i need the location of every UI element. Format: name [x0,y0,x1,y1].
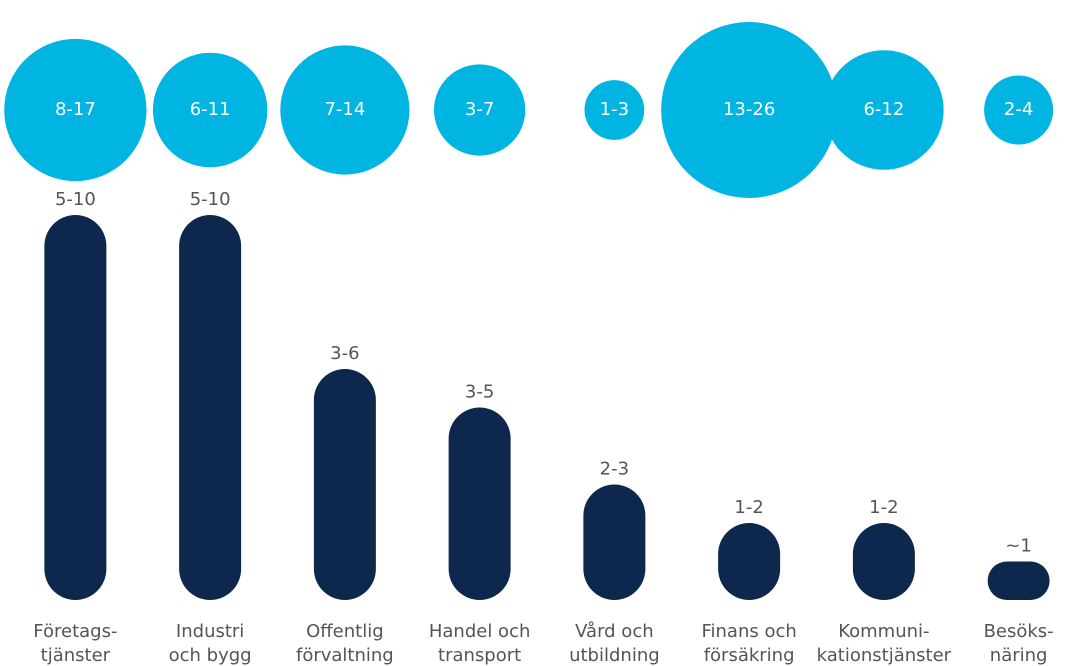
bubble-label: 13-26 [723,99,775,120]
bar [44,215,107,600]
bubble-label: 3-7 [465,99,494,120]
bar-label: 5-10 [55,189,96,210]
bubble-label: 6-11 [190,99,231,120]
category-label: Finans och [701,621,796,642]
bubble [433,64,526,156]
category-label: Besöks- [984,621,1054,642]
bubble [280,45,410,175]
bubble [984,75,1054,145]
bubble [152,52,268,168]
category-label: Företags- [33,621,117,642]
bar [987,561,1050,600]
bar-label: 2-3 [600,459,629,480]
category-label: försäkring [704,645,795,666]
category-label: näring [990,645,1048,666]
bar [313,369,376,600]
bubble [824,50,944,170]
category-label: och bygg [169,645,252,666]
category-label: Handel och [429,621,531,642]
bar-label: 1-2 [734,497,763,518]
bubble-label: 2-4 [1004,99,1033,120]
bubble-label: 1-3 [600,99,629,120]
bar [583,484,646,600]
bar-label: 5-10 [190,189,231,210]
bubble [661,22,838,198]
category-label: Kommuni- [838,621,929,642]
category-label: kationstjänster [817,645,952,666]
bar-label: 1-2 [869,497,898,518]
bar [718,523,781,600]
category-label: transport [438,645,521,666]
bar-label: ~1 [1005,536,1032,557]
bubble-label: 8-17 [55,99,96,120]
category-label: förvaltning [296,645,394,666]
bubble [4,38,147,182]
bubble [584,80,645,140]
bar [448,407,511,600]
bubble-label: 7-14 [324,99,365,120]
category-label: Industri [176,621,244,642]
bar [852,523,915,600]
category-label: Vård och [575,621,654,642]
bar-label: 3-6 [330,343,359,364]
category-label: utbildning [569,645,660,666]
bar [179,215,242,600]
bubble-label: 6-12 [863,99,904,120]
category-label: tjänster [41,645,111,666]
category-label: Offentlig [306,621,384,642]
bar-label: 3-5 [465,382,494,403]
